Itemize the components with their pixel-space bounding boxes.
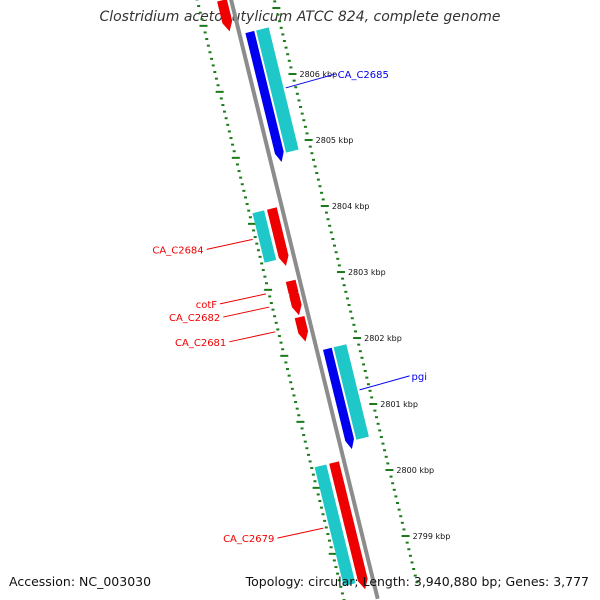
leader-ca-c2684 xyxy=(206,238,253,250)
cds-ca-c2682 xyxy=(289,292,302,316)
cds-ca-c2681 xyxy=(294,316,309,342)
leader-ca-c2682 xyxy=(223,306,270,318)
cds-ca-c2685 xyxy=(245,30,284,163)
cds-ca-c2679-outer xyxy=(314,464,356,587)
cds-ca-c2679 xyxy=(329,461,368,590)
gene-label-cotf: cotF xyxy=(196,300,218,311)
tick-label: 2799 kbp xyxy=(413,532,451,541)
gene-label-ca-c2684: CA_C2684 xyxy=(152,245,203,256)
leader-cotf xyxy=(219,293,267,305)
gene-label-ca-c2685: CA_C2685 xyxy=(338,70,389,81)
leader-ca-c2681 xyxy=(229,331,276,343)
cds-pgi-outer xyxy=(333,344,369,440)
leader-pgi xyxy=(359,375,410,391)
cds-ca-c2684-outer xyxy=(252,210,277,263)
leader-ca-c2679 xyxy=(277,527,324,539)
inner-tick-track xyxy=(195,0,346,600)
gene-label-ca-c2681: CA_C2681 xyxy=(175,338,226,349)
genome-backbone xyxy=(229,0,380,600)
position-labels: 2806 kbp 2805 kbp 2804 kbp 2803 kbp 2802 kbp… xyxy=(300,70,451,541)
tick-label: 2804 kbp xyxy=(332,202,370,211)
tick-label: 2803 kbp xyxy=(348,268,386,277)
gene-label-pgi: pgi xyxy=(412,372,427,383)
cds-ca-c2685-outer xyxy=(256,27,299,153)
tick-label: 2806 kbp xyxy=(300,70,338,79)
gene-label-ca-c2682: CA_C2682 xyxy=(169,313,220,324)
accession-label: Accession: NC_003030 xyxy=(9,574,152,589)
tick-label: 2802 kbp xyxy=(364,334,402,343)
gene-label-ca-c2679: CA_C2679 xyxy=(223,534,274,545)
leader-ca-c2685 xyxy=(285,73,336,89)
outer-tick-track xyxy=(272,0,419,584)
cds-ca-c2684 xyxy=(267,207,289,266)
cds-unlabeled xyxy=(217,0,233,32)
cds-pgi xyxy=(323,347,354,450)
tick-label: 2805 kbp xyxy=(316,136,354,145)
tick-label: 2801 kbp xyxy=(380,400,418,409)
gene-features xyxy=(217,0,369,590)
genome-summary: Topology: circular; Length: 3,940,880 bp… xyxy=(245,574,589,589)
tick-label: 2800 kbp xyxy=(396,466,434,475)
